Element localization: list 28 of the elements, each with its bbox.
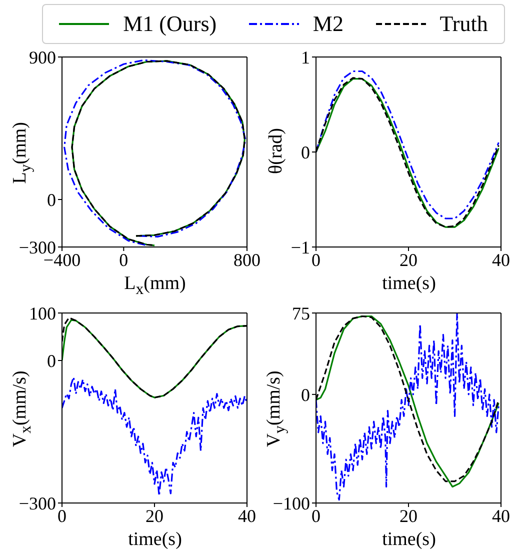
y-tick-label: 0 bbox=[301, 142, 310, 162]
x-tick-label: 20 bbox=[146, 506, 164, 526]
x-tick-label: 40 bbox=[492, 250, 510, 270]
y-tick-label: 100 bbox=[29, 303, 56, 324]
y-tick-label: −300 bbox=[18, 493, 56, 514]
line-series bbox=[62, 376, 247, 497]
y-tick-label: 0 bbox=[301, 384, 310, 405]
legend-label: Truth bbox=[440, 11, 488, 37]
x-axis-title: time(s) bbox=[127, 529, 183, 551]
x-axis-title: time(s) bbox=[381, 529, 437, 551]
y-tick-label: −1 bbox=[290, 237, 310, 258]
x-tick-label: 20 bbox=[400, 506, 418, 526]
y-tick-label: 1 bbox=[301, 47, 310, 68]
x-tick-label: 40 bbox=[238, 506, 256, 526]
x-tick-label: 0 bbox=[119, 250, 128, 270]
y-axis-title: θ(rad) bbox=[265, 126, 287, 176]
x-tick-label: 800 bbox=[234, 250, 260, 270]
y-tick-label: 75 bbox=[292, 303, 310, 324]
y-tick-label: 0 bbox=[47, 190, 56, 210]
x-axis-title: time(s) bbox=[381, 273, 437, 295]
x-tick-label: 20 bbox=[400, 250, 418, 270]
x-axis-title: L$_{x}$(mm) bbox=[123, 273, 187, 299]
legend-label: M2 bbox=[312, 11, 344, 37]
legend-label: M1 (Ours) bbox=[123, 11, 217, 37]
x-tick-label: 40 bbox=[492, 506, 510, 526]
y-tick-label: 0 bbox=[47, 350, 56, 371]
y-tick-label: −100 bbox=[272, 493, 310, 514]
y-tick-label: 900 bbox=[29, 47, 56, 68]
